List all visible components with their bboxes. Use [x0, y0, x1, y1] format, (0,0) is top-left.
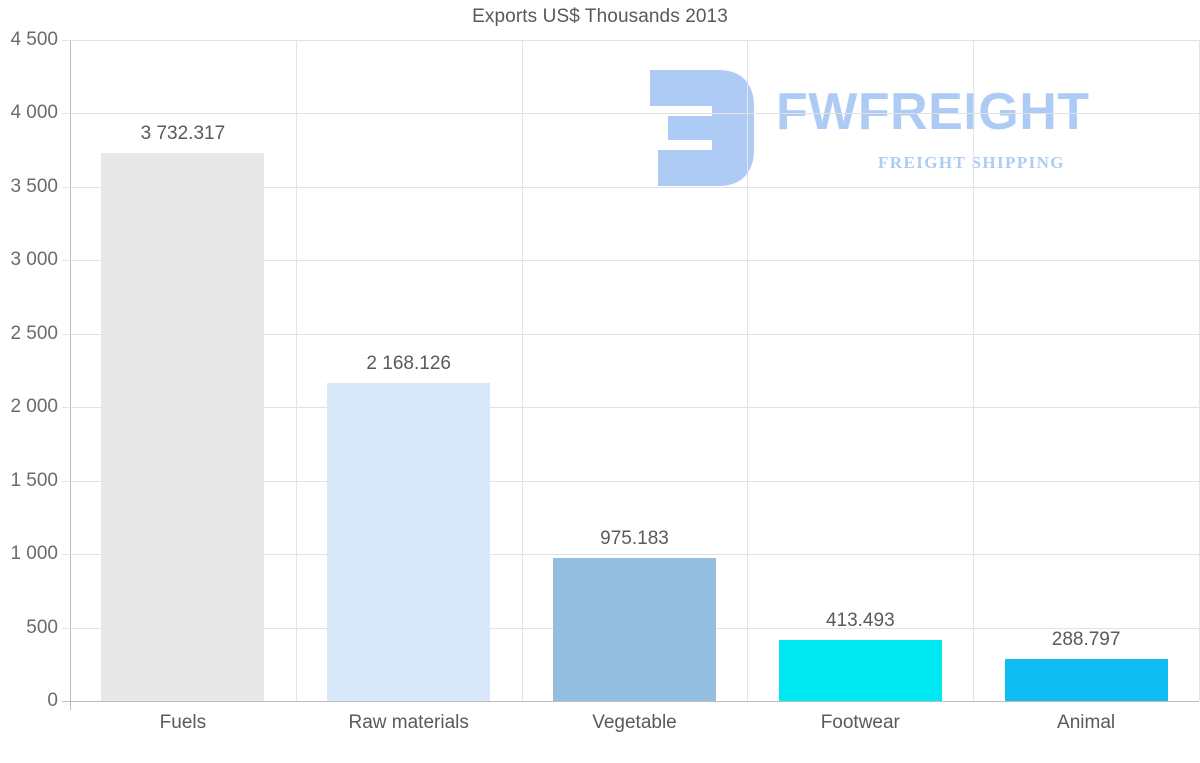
gridline-horizontal — [62, 480, 1199, 482]
bar-value-label: 975.183 — [600, 527, 669, 549]
x-axis-tick-label: Vegetable — [592, 712, 677, 733]
bar-value-label: 413.493 — [825, 610, 895, 632]
gridline-horizontal — [62, 113, 1199, 115]
y-axis-tick-label: 4 500 — [10, 29, 58, 50]
x-axis-tick-label: Footwear — [820, 712, 900, 733]
gridline-horizontal — [62, 554, 1199, 556]
x-axis-tick-label: Fuels — [159, 712, 207, 733]
y-axis-tick-label: 500 — [26, 616, 58, 638]
bar-value-label: 2 168.126 — [366, 352, 451, 374]
gridline-vertical — [973, 40, 974, 701]
x-axis-tick-label: Raw materials — [348, 712, 469, 733]
gridline-vertical — [522, 40, 523, 701]
plot-area: 3 732.317 2 168.126 975.183 413.493 288.797 — [62, 40, 1200, 702]
gridline-horizontal — [62, 333, 1199, 335]
y-axis-tick-label: 4 000 — [10, 102, 58, 124]
bar-vegetable[interactable] — [553, 557, 716, 701]
bar-animal[interactable] — [1004, 658, 1168, 701]
gridline-horizontal — [62, 40, 1199, 41]
x-axis-tick-label: Animal — [1057, 712, 1116, 733]
gridline-vertical — [296, 40, 297, 701]
y-axis-tick-label: 1 000 — [10, 543, 58, 565]
chart-title: Exports US$ Thousands 2013 — [472, 6, 728, 27]
y-axis-tick-label: 2 500 — [10, 322, 58, 344]
gridline-vertical — [747, 40, 748, 701]
bar-raw-materials[interactable] — [327, 382, 491, 701]
y-axis-tick-label: 3 500 — [10, 175, 58, 197]
y-axis-tick-label: 1 500 — [10, 469, 58, 491]
y-axis-tick-label: 0 — [47, 690, 58, 711]
gridline-horizontal — [62, 260, 1199, 262]
y-axis-tick-label: 2 000 — [10, 396, 58, 418]
bar-value-label: 288.797 — [1051, 628, 1121, 650]
y-axis-tick-label: 3 000 — [10, 249, 58, 271]
bar-value-label: 3 732.317 — [140, 122, 226, 144]
bar-fuels[interactable] — [101, 152, 265, 701]
y-axis-line — [70, 40, 71, 710]
bar-footwear[interactable] — [778, 640, 942, 701]
gridline-horizontal — [62, 186, 1199, 188]
gridline-horizontal — [62, 407, 1199, 409]
gridline-horizontal — [62, 701, 1199, 702]
